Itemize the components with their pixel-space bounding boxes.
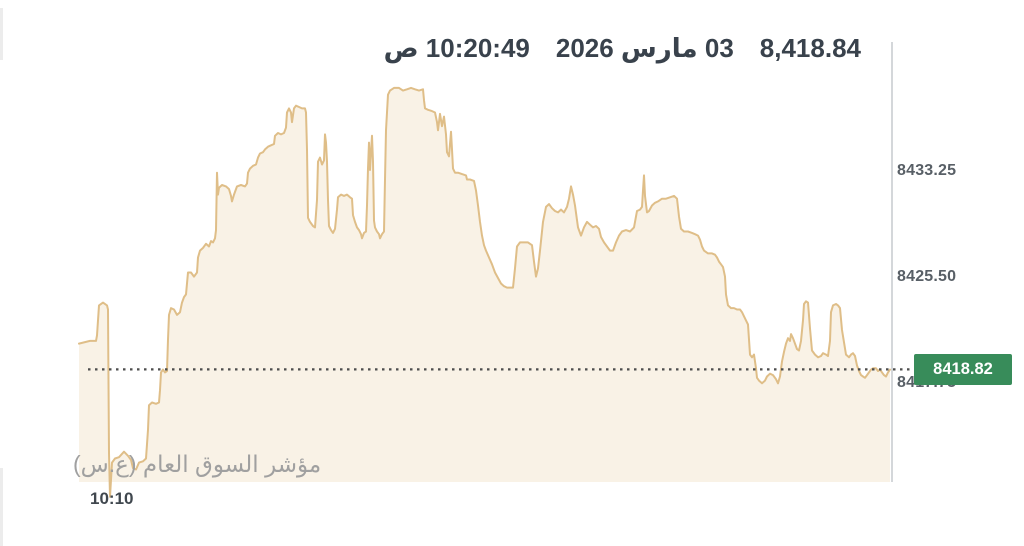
header-time: 10:20:49 ص: [383, 33, 530, 63]
series-price-line: [78, 86, 891, 498]
x-axis-tick-1010: 10:10: [90, 489, 134, 508]
screen-edge-artifact-bottom: [0, 468, 3, 546]
chart-header: 10:20:49 ص 03 مارس 2026 8,418.84: [120, 33, 861, 64]
y-axis-tick-8425: 8425.50: [897, 268, 957, 285]
screen-edge-artifact-top: [0, 8, 3, 60]
y-axis-tick-8433: 8433.25: [897, 162, 957, 179]
header-date: 03 مارس 2026: [555, 33, 734, 63]
header-last-price: 8,418.84: [759, 33, 861, 63]
instrument-name-watermark: مؤشر السوق العام (ع.س): [73, 451, 322, 477]
series-area-fill: [79, 87, 890, 497]
last-price-badge: 8418.82: [914, 354, 1012, 385]
